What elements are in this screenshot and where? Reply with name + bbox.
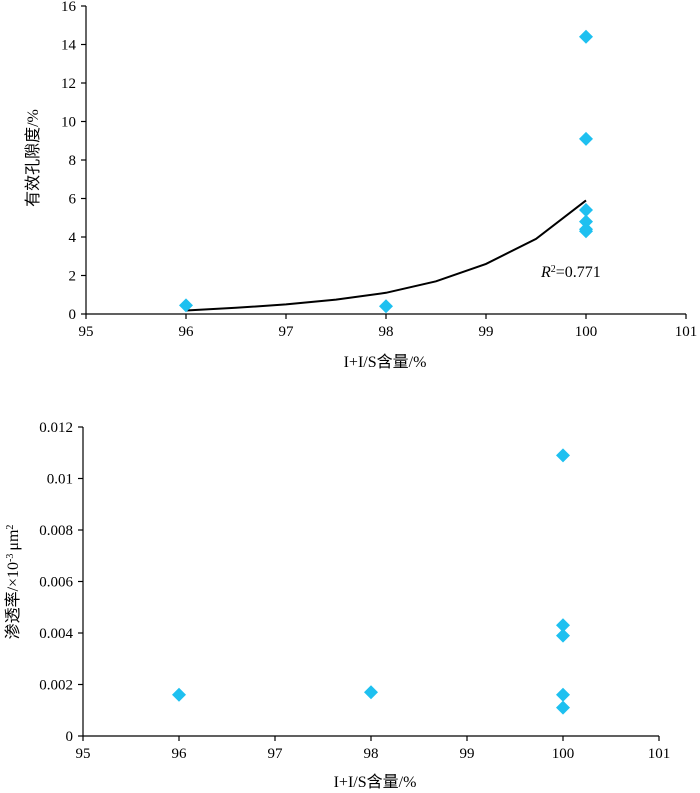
- y-tick-label: 16: [61, 0, 77, 15]
- permeability-y-label-exp: -3: [5, 554, 16, 562]
- permeability-x-axis-title: I+I/S含量/%: [334, 773, 417, 791]
- x-tick-label: 101: [675, 324, 698, 340]
- y-tick-label: 0.006: [39, 575, 73, 591]
- data-point: [579, 224, 593, 239]
- x-tick-label: 98: [364, 746, 379, 762]
- y-tick-label: 4: [69, 230, 77, 246]
- data-point: [579, 29, 593, 44]
- data-point: [556, 628, 570, 643]
- x-tick-label: 95: [76, 746, 91, 762]
- x-tick-label: 97: [279, 324, 295, 340]
- x-tick-label: 99: [460, 746, 475, 762]
- data-point: [556, 700, 570, 715]
- data-point: [579, 214, 593, 229]
- y-tick-label: 0.01: [47, 472, 73, 488]
- y-tick-label: 0.012: [39, 420, 73, 436]
- y-tick-label: 6: [69, 192, 77, 208]
- data-point: [579, 203, 593, 218]
- y-tick-label: 14: [61, 38, 77, 54]
- r-squared-value: =0.771: [556, 264, 601, 281]
- x-tick-label: 95: [79, 324, 94, 340]
- y-tick-label: 0.004: [39, 626, 73, 642]
- x-tick-label: 98: [379, 324, 394, 340]
- permeability-axes: 0 0.002 0.004 0.006 0.008 0.01 0.012 95 96 97 98 99…: [39, 420, 670, 762]
- y-tick-label: 2: [69, 269, 77, 285]
- y-tick-label: 8: [69, 153, 77, 169]
- y-tick-label: 10: [61, 115, 76, 131]
- porosity-points: [179, 29, 593, 314]
- x-tick-label: 100: [552, 746, 575, 762]
- y-tick-label: 0: [69, 307, 77, 323]
- permeability-y-label-unit: μm: [5, 529, 22, 551]
- y-tick-label: 0.008: [39, 523, 73, 539]
- x-tick-label: 96: [172, 746, 188, 762]
- r-squared-annotation: R2=0.771: [540, 264, 601, 282]
- x-tick-label: 96: [179, 324, 195, 340]
- permeability-y-label-unit-exp: 2: [5, 525, 16, 530]
- data-point: [179, 298, 193, 313]
- porosity-axes: 0 2 4 6 8 10 12 14 16 95 96 97 98 99 100 101: [61, 0, 697, 340]
- x-tick-label: 101: [648, 746, 671, 762]
- x-tick-label: 97: [268, 746, 284, 762]
- permeability-y-axis-title: 渗透率/×10-3 μm2: [4, 525, 22, 640]
- data-point: [172, 687, 186, 702]
- data-point: [556, 618, 570, 633]
- permeability-y-label-main: 渗透率/×10: [4, 562, 22, 639]
- porosity-y-axis-title: 有效孔隙度/%: [24, 109, 42, 207]
- r-squared-symbol: R: [540, 264, 551, 281]
- x-tick-label: 99: [479, 324, 494, 340]
- porosity-x-axis-title: I+I/S含量/%: [344, 353, 427, 371]
- y-tick-label: 0: [66, 729, 74, 745]
- data-point: [364, 685, 378, 700]
- data-point: [556, 448, 570, 463]
- r-squared-exponent: 2: [551, 264, 556, 275]
- y-tick-label: 0.002: [39, 678, 73, 694]
- x-tick-label: 100: [575, 324, 598, 340]
- porosity-trendline: [185, 199, 587, 312]
- y-tick-label: 12: [61, 76, 76, 92]
- data-point: [579, 131, 593, 146]
- permeability-chart: 0 0.002 0.004 0.006 0.008 0.01 0.012 95 96 97 98 99…: [4, 420, 670, 791]
- data-point: [379, 299, 393, 314]
- data-point: [556, 687, 570, 702]
- permeability-points: [172, 448, 570, 715]
